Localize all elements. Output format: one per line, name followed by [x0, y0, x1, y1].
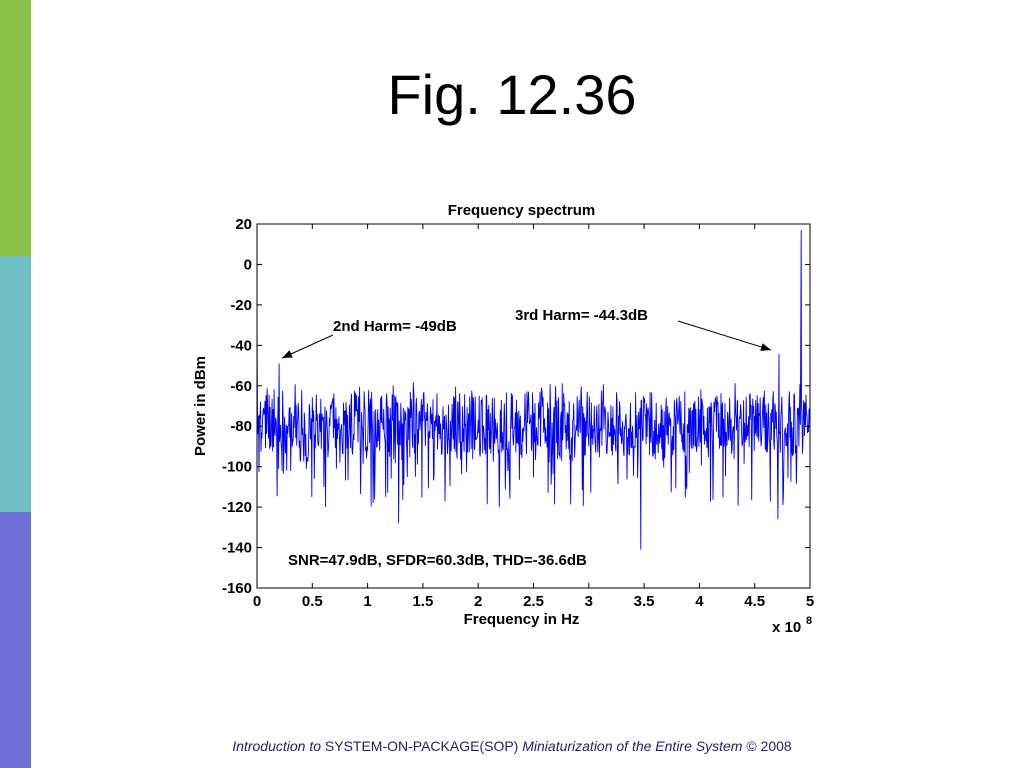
- x-tick-label: 5: [806, 593, 814, 610]
- y-axis-label: Power in dBm: [192, 356, 209, 456]
- x-tick-label: 0: [253, 593, 261, 610]
- y-tick-label: -20: [230, 297, 252, 314]
- arrow-2nd-harm-head: [282, 350, 293, 358]
- x-axis-label: Frequency in Hz: [464, 611, 580, 628]
- sidebar-color-bar: [0, 0, 31, 768]
- x-tick-label: 2: [474, 593, 482, 610]
- footer-copyright: © 2008: [742, 738, 792, 754]
- y-tick-label: 20: [235, 216, 252, 233]
- annotation-3rd-harm: 3rd Harm= -44.3dB: [515, 307, 648, 324]
- footer-subtitle: Miniaturization of the Entire System: [522, 738, 743, 754]
- x-multiplier-label: x 10: [772, 619, 801, 636]
- x-tick-label: 1.5: [412, 593, 433, 610]
- footer-book-title: SYSTEM-ON-PACKAGE(SOP): [321, 738, 523, 754]
- y-tick-label: -140: [222, 540, 252, 557]
- spectrum-series-line: [256, 230, 811, 550]
- x-tick-label: 4.5: [744, 593, 765, 610]
- x-tick-label: 3.5: [634, 593, 655, 610]
- y-tick-label: -120: [222, 499, 252, 516]
- annotation-2nd-harm: 2nd Harm= -49dB: [333, 318, 457, 335]
- y-tick-label: -60: [230, 378, 252, 395]
- x-tick-label: 1: [363, 593, 371, 610]
- y-tick-label: -100: [222, 459, 252, 476]
- arrow-3rd-harm-line: [677, 320, 772, 351]
- x-tick-label: 2.5: [523, 593, 544, 610]
- x-tick-label: 0.5: [302, 593, 323, 610]
- sidebar-band-teal: [0, 256, 31, 512]
- x-tick-label: 3: [585, 593, 593, 610]
- chart-title: Frequency spectrum: [448, 202, 596, 219]
- x-tick-label: 4: [695, 593, 704, 610]
- x-multiplier-exponent: 8: [806, 615, 812, 627]
- y-tick-label: -40: [230, 337, 252, 354]
- annotation-snr-sfdr-thd: SNR=47.9dB, SFDR=60.3dB, THD=-36.6dB: [288, 552, 587, 569]
- sidebar-band-green: [0, 0, 31, 256]
- plot-frame: [256, 223, 811, 589]
- sidebar-band-purple: [0, 512, 31, 768]
- footer: Introduction to SYSTEM-ON-PACKAGE(SOP) M…: [0, 738, 1024, 754]
- arrow-3rd-harm-head: [760, 343, 771, 351]
- y-tick-label: 0: [244, 256, 252, 273]
- slide-title: Fig. 12.36: [387, 63, 637, 126]
- y-tick-label: -80: [230, 418, 252, 435]
- y-tick-label: -160: [222, 580, 252, 597]
- footer-intro: Introduction to: [232, 738, 322, 754]
